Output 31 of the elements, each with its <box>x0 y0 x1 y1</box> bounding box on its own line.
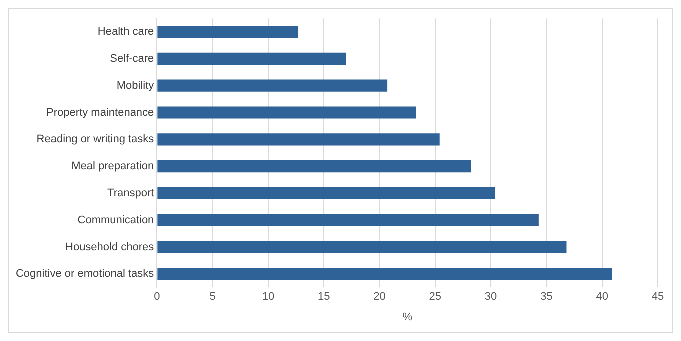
x-tick-label: 5 <box>210 291 216 304</box>
y-tick-label: Meal preparation <box>72 160 154 173</box>
bar <box>158 214 539 226</box>
bar <box>158 80 388 92</box>
y-tick-label: Health care <box>98 26 154 38</box>
x-tick-label: 35 <box>540 291 553 304</box>
bar <box>158 26 299 38</box>
x-tick-label: 45 <box>652 291 664 304</box>
y-tick-label: Self-care <box>110 52 154 65</box>
x-tick-label: 30 <box>484 291 498 304</box>
x-tick-label: 10 <box>262 291 275 304</box>
y-tick-label: Household chores <box>66 241 155 254</box>
bar <box>158 268 612 280</box>
y-tick-label: Property maintenance <box>46 106 154 119</box>
bar <box>158 241 567 254</box>
y-tick-label: Cognitive or emotional tasks <box>16 268 155 280</box>
x-tick-label: 15 <box>318 291 330 304</box>
bar <box>158 160 472 173</box>
bar <box>158 106 416 119</box>
bar <box>158 134 440 146</box>
bar <box>158 52 346 66</box>
y-tick-label: Mobility <box>116 80 155 92</box>
x-tick-label: 0 <box>154 291 160 304</box>
y-tick-label: Communication <box>78 214 154 226</box>
bar <box>158 187 496 200</box>
x-axis-title: % <box>402 311 413 324</box>
x-tick-label: 40 <box>596 291 608 304</box>
x-tick-label: 25 <box>429 291 442 304</box>
x-tick-label: 20 <box>374 291 386 304</box>
y-tick-label: Transport <box>108 187 154 200</box>
y-tick-label: Reading or writing tasks <box>36 134 155 146</box>
